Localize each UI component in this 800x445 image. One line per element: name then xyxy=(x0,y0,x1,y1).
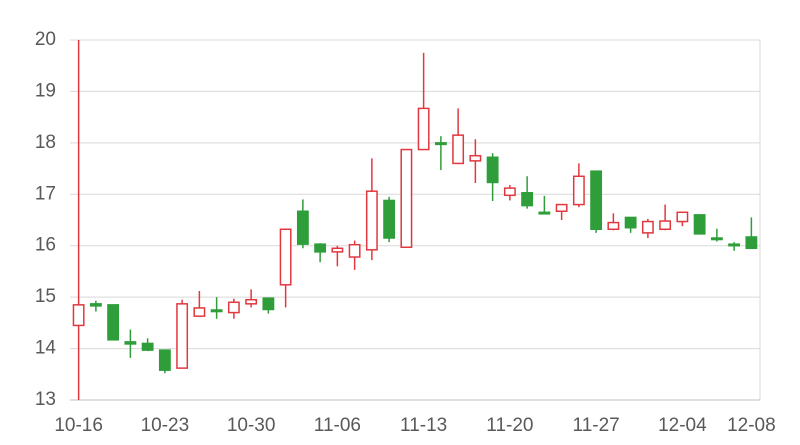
candle-body xyxy=(572,175,585,206)
candle-body xyxy=(89,303,102,307)
candle-body xyxy=(400,148,413,249)
candle-body xyxy=(745,236,758,250)
candle-body xyxy=(331,247,344,253)
candle-body xyxy=(710,237,723,241)
x-tick-label: 12-04 xyxy=(658,415,707,436)
candle-body xyxy=(176,303,189,369)
candle-body xyxy=(210,309,223,313)
x-tick-label: 11-13 xyxy=(400,415,447,436)
candle-body xyxy=(314,243,327,253)
x-tick-label: 10-30 xyxy=(227,415,276,436)
candle-body xyxy=(641,220,654,234)
candle-body xyxy=(141,342,154,351)
candle-body xyxy=(728,243,741,247)
candle-body xyxy=(417,107,430,151)
y-tick-label: 13 xyxy=(35,389,56,410)
candle-body xyxy=(227,301,240,314)
candle-body xyxy=(607,221,620,231)
candle-body xyxy=(555,203,568,213)
candle-body xyxy=(693,214,706,235)
y-tick-label: 20 xyxy=(35,29,56,50)
y-tick-label: 18 xyxy=(35,132,56,153)
candle-body xyxy=(158,349,171,371)
candle-body xyxy=(193,307,206,317)
x-tick-label: 11-20 xyxy=(486,415,533,436)
candle-body xyxy=(659,220,672,231)
x-tick-label: 10-16 xyxy=(54,415,103,436)
candle-body xyxy=(486,156,499,184)
x-tick-label: 12-08 xyxy=(727,415,776,436)
y-tick-label: 15 xyxy=(35,286,56,307)
y-tick-label: 17 xyxy=(35,183,56,204)
candle-body xyxy=(676,211,689,223)
y-tick-label: 14 xyxy=(35,338,57,359)
candle-body xyxy=(434,142,447,146)
candle-body xyxy=(72,304,85,327)
candle-body xyxy=(107,304,120,341)
candle-body xyxy=(124,341,137,345)
candle-body xyxy=(538,211,551,215)
x-tick-label: 11-27 xyxy=(573,415,620,436)
x-tick-label: 11-06 xyxy=(314,415,361,436)
y-tick-label: 16 xyxy=(35,235,56,256)
candle-body xyxy=(245,298,258,305)
candle-body xyxy=(262,297,275,311)
candle-body xyxy=(624,216,637,229)
candle-body xyxy=(365,190,378,251)
candle-body xyxy=(503,187,516,197)
candle-body xyxy=(296,210,309,245)
candle-body xyxy=(348,243,361,258)
candle-body xyxy=(521,191,534,207)
candle-body xyxy=(452,134,465,165)
y-tick-label: 19 xyxy=(35,80,56,101)
candle-body xyxy=(383,199,396,239)
candle-body xyxy=(590,170,603,231)
candle-body xyxy=(279,228,292,286)
candle-body xyxy=(469,154,482,162)
x-tick-label: 10-23 xyxy=(141,415,190,436)
